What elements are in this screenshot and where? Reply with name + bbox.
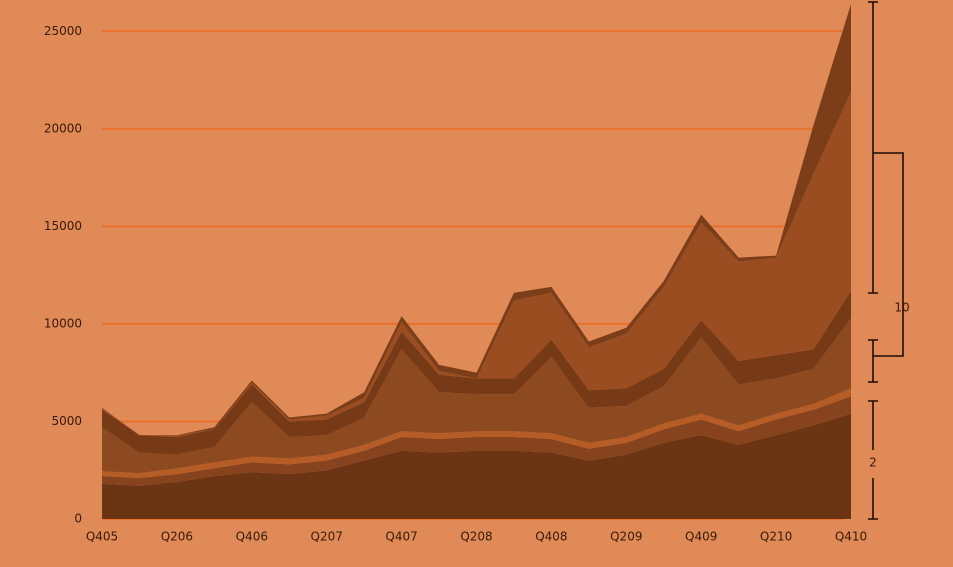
area (102, 318, 851, 474)
brackets (868, 1, 904, 520)
area (102, 413, 851, 519)
x-tick-label: Q209 (610, 530, 642, 544)
y-tick-label: 20000 (44, 121, 82, 135)
x-tick-label: Q410 (835, 530, 867, 544)
y-tick-label: 10000 (44, 316, 82, 330)
x-tick-label: Q406 (236, 530, 268, 544)
area (102, 3, 851, 436)
y-tick-label: 5000 (51, 414, 82, 428)
x-tick-label: Q207 (311, 530, 343, 544)
area (102, 290, 851, 455)
area (102, 388, 851, 479)
x-tick-label: Q409 (685, 530, 717, 544)
x-tick-label: Q407 (385, 530, 417, 544)
x-tick-label: Q405 (86, 530, 118, 544)
x-tick-label: Q208 (460, 530, 492, 544)
annotation: 10 (894, 301, 909, 315)
area (102, 91, 851, 438)
x-tick-label: Q408 (535, 530, 567, 544)
annotation: 2 (869, 456, 877, 470)
y-tick-label: 15000 (44, 219, 82, 233)
x-tick-label: Q210 (760, 530, 792, 544)
y-tick-label: 0 (74, 512, 82, 526)
y-tick-label: 25000 (44, 24, 82, 38)
area (102, 396, 851, 486)
x-tick-label: Q206 (161, 530, 193, 544)
